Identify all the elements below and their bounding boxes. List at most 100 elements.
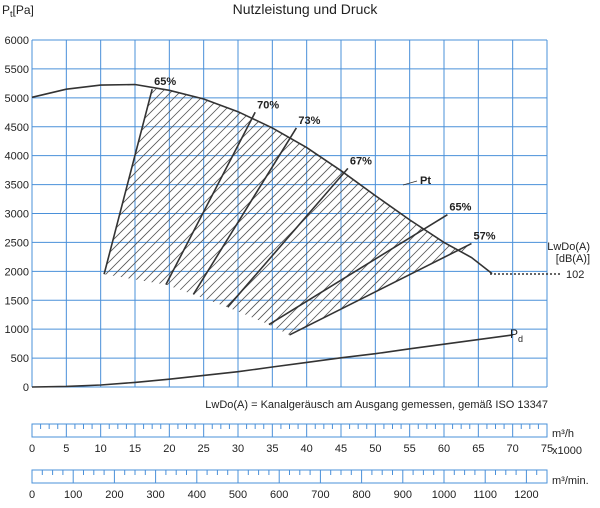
scale-tick-label: 0	[29, 443, 35, 455]
y-tick-label: 3000	[5, 209, 29, 221]
hatch-line	[104, 88, 472, 335]
hatch-line	[104, 88, 462, 335]
y-tick-label: 1000	[5, 324, 29, 336]
hatch-line	[473, 0, 600, 420]
efficiency-line	[268, 213, 448, 326]
scale-m3h: 0 5 10 15 20 25 30 35 40 45 50 55 60 65 70 75	[29, 423, 553, 455]
y-tick-label: 4500	[5, 122, 29, 134]
hatch-line	[409, 88, 472, 335]
hatch-line	[104, 88, 471, 335]
hatch-line	[283, 88, 472, 335]
hatch-line	[104, 88, 444, 335]
hatch-line	[554, 0, 600, 420]
y-tick-label: 5500	[5, 64, 29, 76]
hatch-line	[112, 88, 472, 335]
hatch-line	[121, 88, 472, 335]
hatch-line	[104, 88, 472, 335]
scale-tick-label: 40	[301, 443, 313, 455]
efficiency-line	[289, 242, 472, 336]
hatch-line	[104, 88, 472, 335]
hatch-line	[104, 88, 282, 335]
hatch-line	[104, 88, 273, 335]
efficiency-line	[227, 167, 349, 308]
hatch-line	[211, 88, 472, 335]
hatch-line	[292, 88, 472, 335]
hatch-line	[527, 0, 600, 420]
scale-m3min: 0 100 200 300 400 500 600 700 800 900 1000 1100 1200	[29, 469, 548, 501]
efficiency-line	[103, 88, 153, 275]
hatch-line	[454, 88, 472, 335]
scale-tick-label: 800	[352, 489, 370, 501]
hatch-line	[104, 88, 363, 335]
curves	[31, 83, 513, 388]
hatch-line	[545, 0, 600, 420]
scale-tick-label: 50	[369, 443, 381, 455]
hatch-line	[482, 0, 600, 420]
hatch-line	[382, 88, 472, 335]
scale-tick-label: 30	[232, 443, 244, 455]
hatch-line	[373, 88, 472, 335]
hatch-line	[104, 88, 472, 335]
hatch-line	[418, 88, 472, 335]
hatch-line	[104, 88, 390, 335]
scale-tick-label: 20	[163, 443, 175, 455]
hatch-line	[175, 88, 472, 335]
hatch-line	[104, 88, 237, 335]
efficiency-label: 73%	[298, 115, 320, 127]
hatch-line	[104, 88, 472, 335]
grid	[31, 39, 548, 388]
chart-title: Nutzleistung und Druck	[233, 1, 379, 17]
efficiency-line	[165, 111, 256, 286]
hatch-line	[400, 88, 472, 335]
efficiency-label: 65%	[449, 202, 471, 214]
hatch-line	[184, 88, 472, 335]
hatch-line	[104, 88, 372, 335]
hatch-line	[104, 88, 435, 335]
efficiency-label: 67%	[350, 155, 372, 167]
y-axis-label: Pt[Pa]	[2, 3, 34, 19]
hatch-line	[256, 88, 472, 335]
hatch-line	[581, 0, 600, 420]
hatch-line	[104, 88, 408, 335]
y-tick-labels: 0 500 1000 1500 2000 2500 3000 3500 4000 4500 5000…	[5, 35, 29, 394]
scale-tick-label: 35	[266, 443, 278, 455]
hatch-line	[104, 88, 336, 335]
scale-tick-label: 600	[270, 489, 288, 501]
hatch-line	[364, 88, 472, 335]
hatch-line	[346, 88, 472, 335]
hatch-line	[391, 88, 472, 335]
scale-tick-label: 0	[29, 489, 35, 501]
hatch-line	[148, 88, 472, 335]
scale-tick-label: 10	[95, 443, 107, 455]
scale-tick-label: 25	[198, 443, 210, 455]
y-tick-label: 1500	[5, 295, 29, 307]
scale-tick-label: 500	[229, 489, 247, 501]
scale-tick-label: 400	[188, 489, 206, 501]
efficiency-labels: 65% 70% 73% 67% 65% 57%	[154, 76, 496, 242]
note-text: LwDo(A) = Kanalgeräusch am Ausgang gemes…	[205, 399, 548, 411]
pt-leader-line	[402, 180, 418, 186]
pt-curve-label: Pt	[420, 175, 431, 187]
efficiency-line	[192, 127, 298, 295]
scale-tick-label: 100	[64, 489, 82, 501]
hatch-line	[238, 88, 472, 335]
scale-tick-label: 60	[438, 443, 450, 455]
scale-tick-label: 45	[335, 443, 347, 455]
hatch-line	[509, 0, 600, 420]
scale-tick-label: 200	[105, 489, 123, 501]
hatch-line	[104, 88, 255, 335]
scale-m3min-unit: m³/min.	[552, 475, 589, 487]
hatch-line	[104, 88, 327, 335]
hatch-line	[104, 88, 345, 335]
hatch-line	[104, 88, 210, 335]
hatch-line	[104, 88, 354, 335]
hatch-line	[139, 88, 472, 335]
hatch-line	[104, 88, 417, 335]
hatch-line	[265, 88, 472, 335]
scale-tick-label: 1100	[473, 489, 497, 501]
hatch-line	[104, 88, 309, 335]
sound-value: 102	[566, 269, 584, 281]
scale-tick-label: 900	[394, 489, 412, 501]
hatch-line	[491, 0, 600, 420]
